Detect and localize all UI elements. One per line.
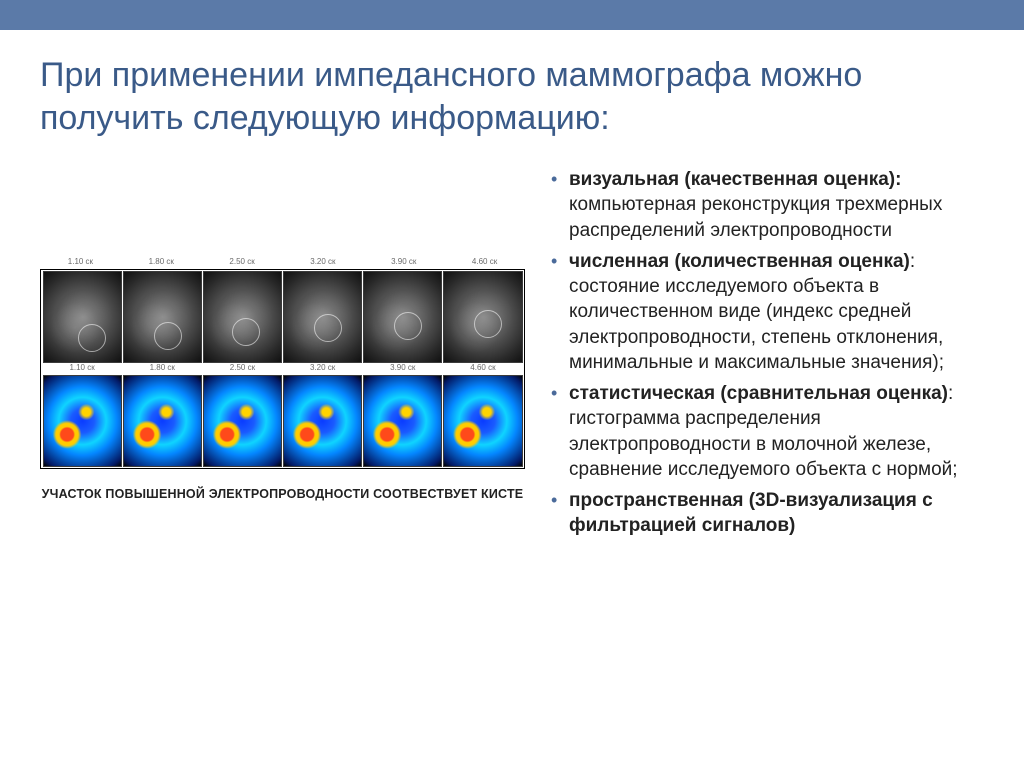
scan-top-labels: 1.10 ск 1.80 ск 2.50 ск 3.20 ск 3.90 ск … — [40, 257, 525, 269]
scan-label: 1.10 ск — [42, 363, 122, 375]
bullet-bold: численная (количественная оценка) — [569, 251, 910, 272]
bullet-bold: статистическая (сравнительная оценка) — [569, 383, 948, 404]
gray-scan-cell — [283, 271, 362, 363]
bullet-list: визуальная (качественная оценка): компью… — [549, 167, 984, 539]
bullet-bold: пространственная (3D-визуализация с филь… — [569, 490, 933, 536]
scan-gray-row — [42, 271, 523, 363]
bullet-item: численная (количественная оценка): состо… — [549, 249, 984, 375]
thermal-scan-cell — [123, 375, 202, 467]
scan-label: 1.80 ск — [121, 257, 202, 269]
scan-label: 2.50 ск — [202, 257, 283, 269]
content-row: 1.10 ск 1.80 ск 2.50 ск 3.20 ск 3.90 ск … — [40, 167, 984, 545]
thermal-scan-cell — [363, 375, 442, 467]
gray-scan-cell — [443, 271, 522, 363]
figure-column: 1.10 ск 1.80 ск 2.50 ск 3.20 ск 3.90 ск … — [40, 167, 525, 501]
bullet-rest: компьютерная реконструкция трехмерных ра… — [569, 194, 942, 240]
scan-label: 3.90 ск — [363, 363, 443, 375]
gray-scan-cell — [363, 271, 442, 363]
thermal-scan-cell — [283, 375, 362, 467]
bullet-item: пространственная (3D-визуализация с филь… — [549, 488, 984, 539]
gray-scan-cell — [123, 271, 202, 363]
thermal-scan-cell — [43, 375, 122, 467]
text-column: визуальная (качественная оценка): компью… — [549, 167, 984, 545]
scan-label: 3.20 ск — [283, 363, 363, 375]
bullet-item: визуальная (качественная оценка): компью… — [549, 167, 984, 243]
scan-grid: 1.10 ск 1.80 ск 2.50 ск 3.20 ск 3.90 ск … — [40, 269, 525, 469]
scan-figure: 1.10 ск 1.80 ск 2.50 ск 3.20 ск 3.90 ск … — [40, 257, 525, 469]
slide-title: При применении импедансного маммографа м… — [40, 54, 984, 139]
scan-label: 4.60 ск — [444, 257, 525, 269]
scan-label: 3.20 ск — [282, 257, 363, 269]
scan-label: 2.50 ск — [202, 363, 282, 375]
scan-color-row — [42, 375, 523, 467]
scan-label: 1.10 ск — [40, 257, 121, 269]
scan-label: 4.60 ск — [443, 363, 523, 375]
thermal-scan-cell — [443, 375, 522, 467]
slide-content: При применении импедансного маммографа м… — [0, 30, 1024, 565]
gray-scan-cell — [43, 271, 122, 363]
gray-scan-cell — [203, 271, 282, 363]
bullet-bold: визуальная (качественная оценка): — [569, 169, 901, 190]
top-accent-bar — [0, 0, 1024, 30]
figure-caption: УЧАСТОК ПОВЫШЕННОЙ ЭЛЕКТРОПРОВОДНОСТИ СО… — [40, 487, 525, 501]
bullet-item: статистическая (сравнительная оценка): г… — [549, 381, 984, 482]
thermal-scan-cell — [203, 375, 282, 467]
scan-label: 1.80 ск — [122, 363, 202, 375]
scan-label: 3.90 ск — [363, 257, 444, 269]
scan-mid-labels: 1.10 ск 1.80 ск 2.50 ск 3.20 ск 3.90 ск … — [42, 363, 523, 375]
